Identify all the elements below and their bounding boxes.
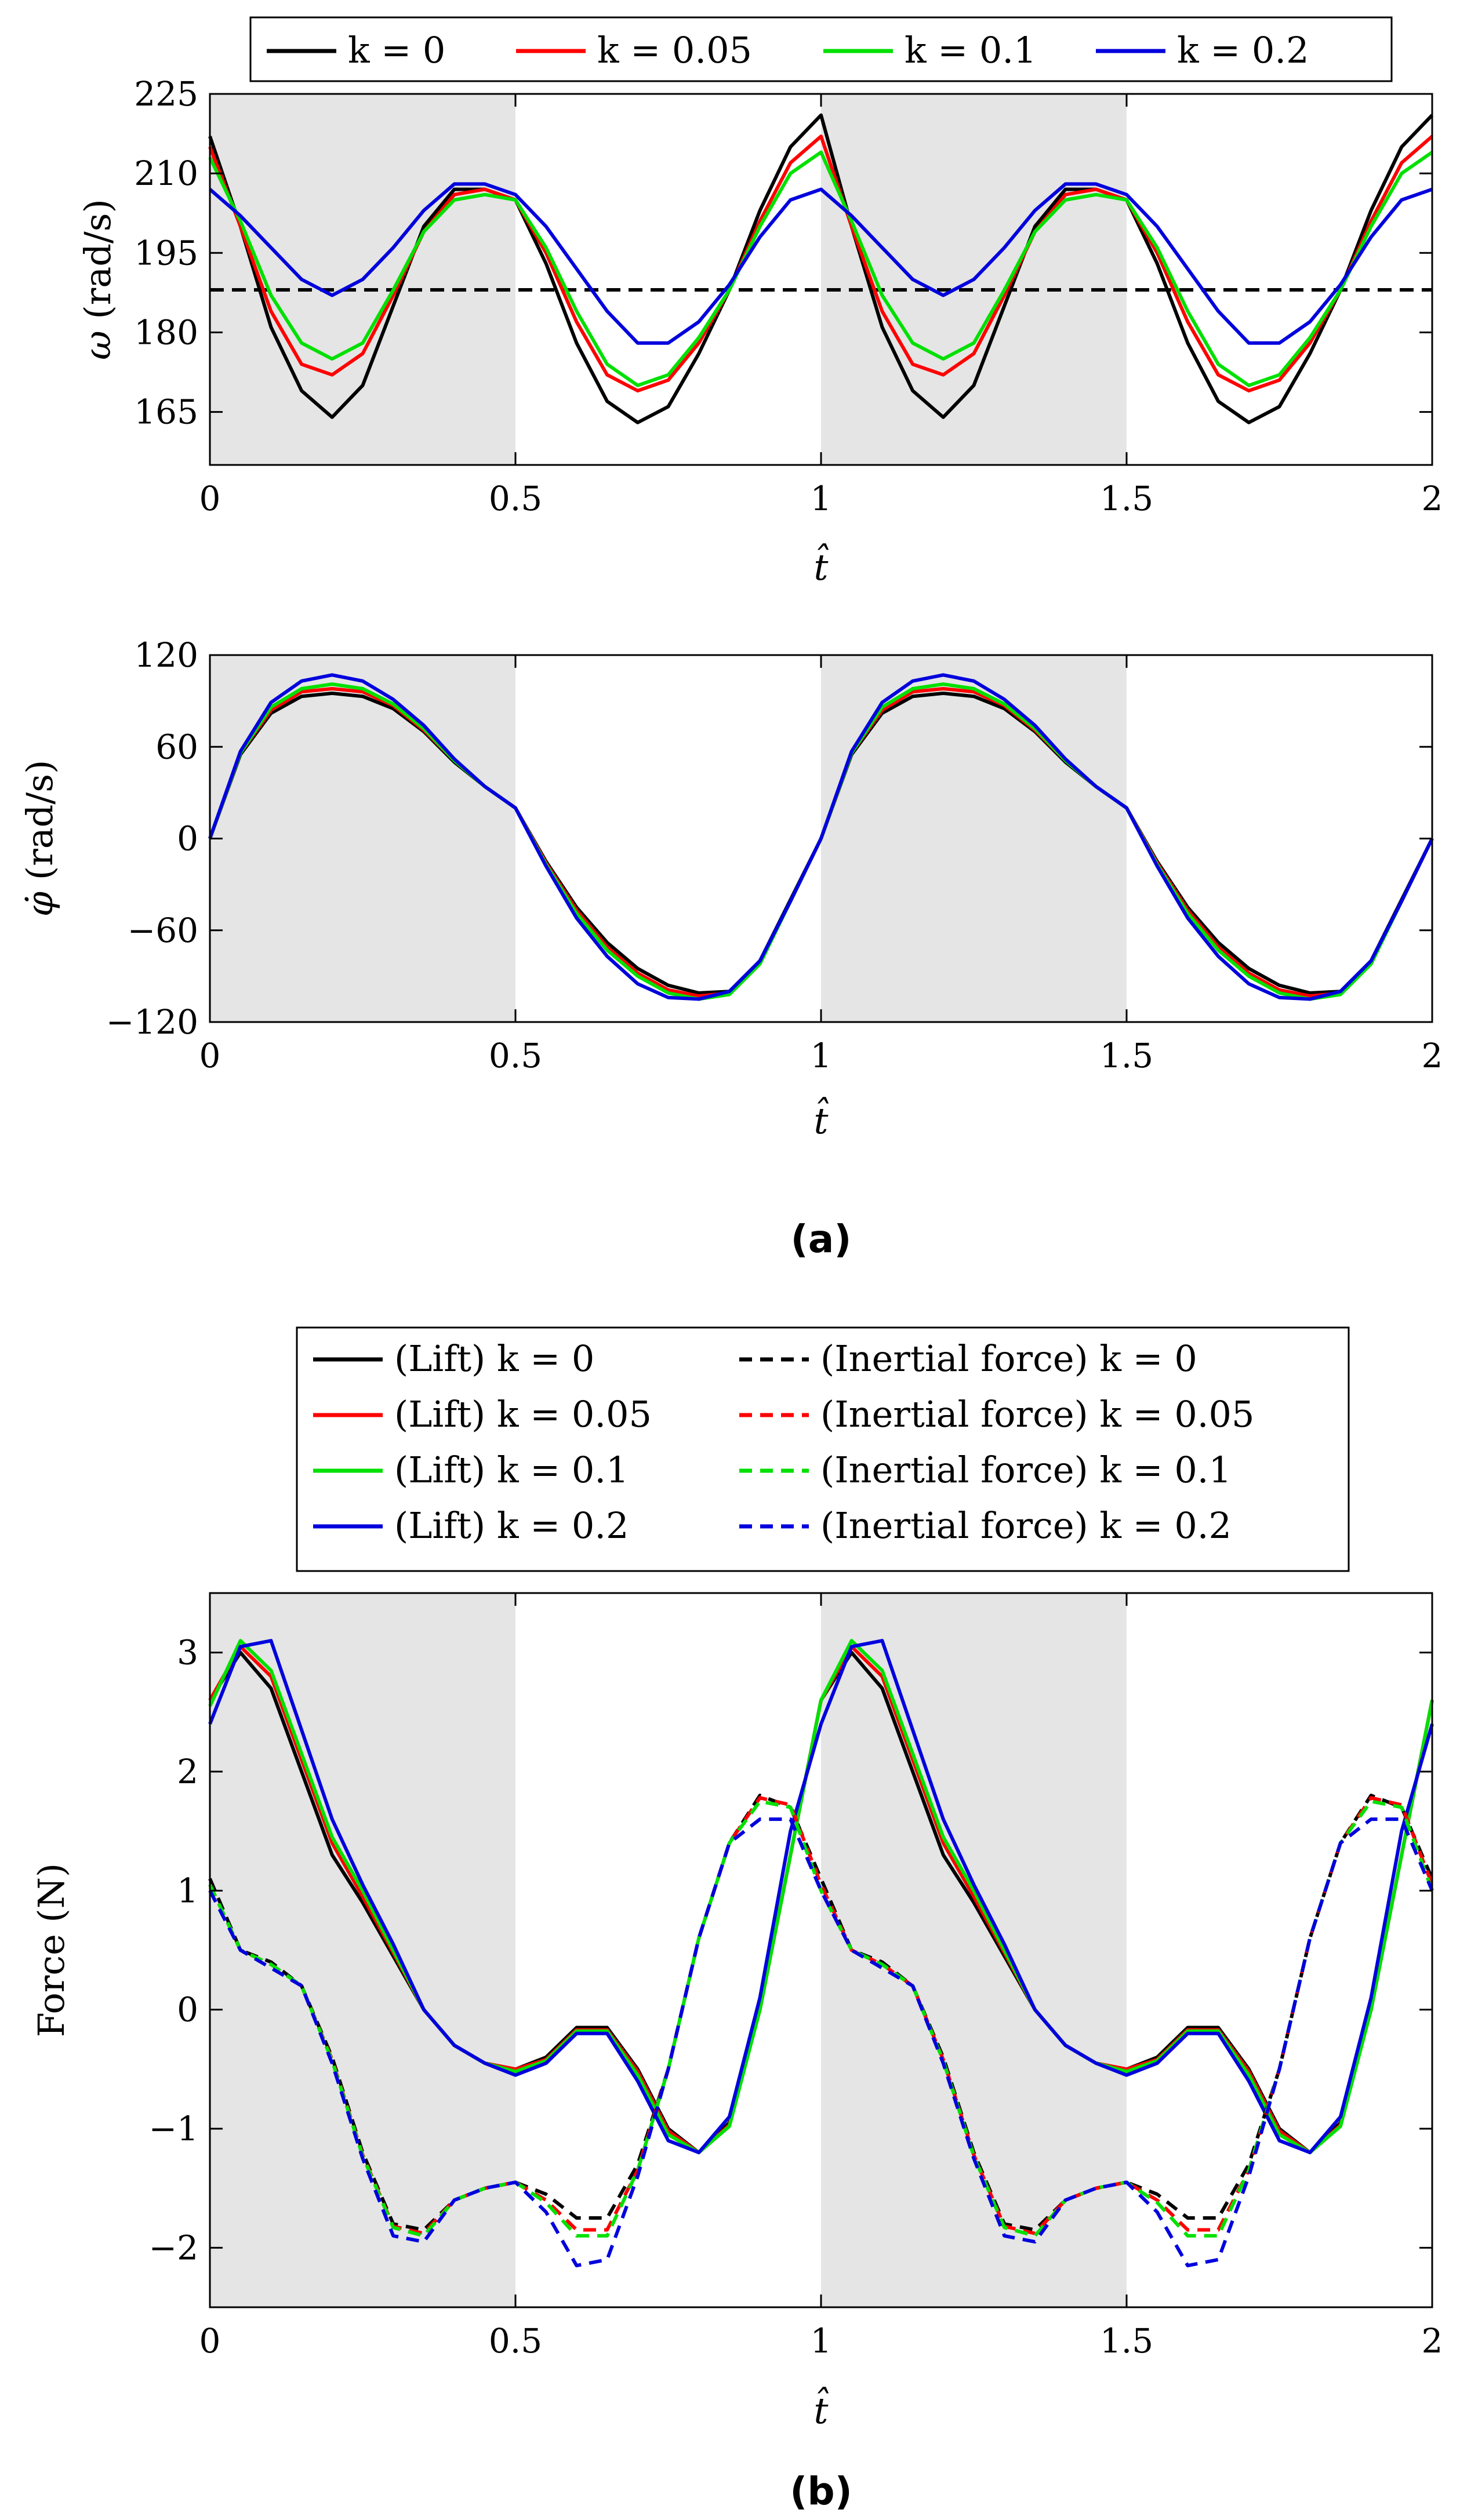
shade-region [821,655,1127,1022]
x-tick-label: 2 [1422,1036,1443,1075]
y-tick-label: 60 [155,727,198,766]
legend-box [296,1326,1350,1572]
legend-label: (Lift) k = 0.05 [394,1393,652,1435]
series-line [208,1794,1434,2232]
x-tick-label: 0.5 [489,1036,542,1075]
y-tick-label: 1 [177,1871,198,1910]
y-tick-label: 3 [177,1633,198,1672]
legend-bottom: (Lift) k = 0 (Inertial force) k = 0 (Lift)… [296,1326,1350,1572]
legend-label: (Lift) k = 0.2 [394,1504,629,1547]
legend-label: (Inertial force) k = 0 [820,1337,1197,1380]
x-tick-label: 0 [199,479,221,518]
x-tick-label: 2 [1422,479,1443,518]
y-tick-label: 180 [134,312,198,352]
y-tick-label: 165 [134,392,198,432]
x-tick-label: 1 [811,479,832,518]
y-tick-label: −2 [149,2228,199,2267]
x-tick-label: 1.5 [1100,1036,1153,1075]
x-tick-label: 2 [1422,2321,1443,2361]
caption-a: (a) [791,1217,852,1261]
series-line [208,1639,1434,2155]
series-line [208,1817,1434,2268]
series-line [209,182,1433,345]
y-tick-label: 210 [134,154,198,193]
x-axis-label: t̂ [814,2387,829,2432]
x-tick-label: 0.5 [489,479,542,518]
series-line [208,673,1434,1001]
legend-label: k = 0.05 [597,29,752,71]
legend-box [249,16,1393,82]
shade-region [821,1593,1127,2307]
y-tick-label: 2 [177,1752,198,1791]
x-tick-label: 1 [811,2321,832,2361]
x-tick-label: 0 [199,1036,221,1075]
y-axis-label: φ̇ (rad/s) [19,760,61,917]
shade-region [210,1593,515,2307]
y-axis-label: Force (N) [30,1863,72,2037]
y-tick-label: 225 [134,74,198,114]
shade-region [210,655,515,1022]
x-tick-label: 1.5 [1100,479,1153,518]
x-axis-label: t̂ [814,1097,829,1142]
x-tick-label: 0.5 [489,2321,542,2361]
x-axis-label: t̂ [814,543,829,588]
y-tick-label: 0 [177,819,198,859]
y-tick-label: −1 [149,2109,199,2148]
legend-label: (Inertial force) k = 0.2 [820,1504,1232,1547]
legend-label: (Inertial force) k = 0.05 [820,1393,1254,1435]
legend-label: (Lift) k = 0 [394,1337,594,1380]
y-tick-label: 120 [134,635,198,675]
y-tick-label: 195 [134,233,198,272]
x-tick-label: 0 [199,2321,221,2361]
series-line [208,1799,1434,2238]
legend-label: k = 0.1 [905,29,1037,71]
y-axis-label: ω (rad/s) [77,199,119,360]
x-tick-label: 1.5 [1100,2321,1153,2361]
legend-label: k = 0.2 [1177,29,1309,71]
legend-top: k = 0 k = 0.05 k = 0.1 k = 0.2 [249,16,1393,82]
caption-b: (b) [790,2469,852,2514]
y-tick-label: −120 [106,1002,198,1042]
series-line [208,150,1433,387]
y-tick-label: −60 [128,911,198,950]
x-tick-label: 1 [811,1036,832,1075]
y-tick-label: 0 [177,1990,198,2030]
legend-label: k = 0 [348,29,445,71]
legend-label: (Lift) k = 0.1 [394,1449,629,1491]
omega-chart: 0 0.5 1 1.5 2 165 180 195 210 225 ω (rad/s) t̂ [77,74,1443,588]
force-chart: 0 0.5 1 1.5 2 −2 −1 0 1 2 3 Force (N) t̂ [30,1592,1443,2432]
legend-label: (Inertial force) k = 0.1 [820,1449,1232,1491]
phidot-chart: 0 0.5 1 1.5 2 −120 −60 0 60 120 φ̇ (rad/s) t̂ [19,635,1443,1142]
